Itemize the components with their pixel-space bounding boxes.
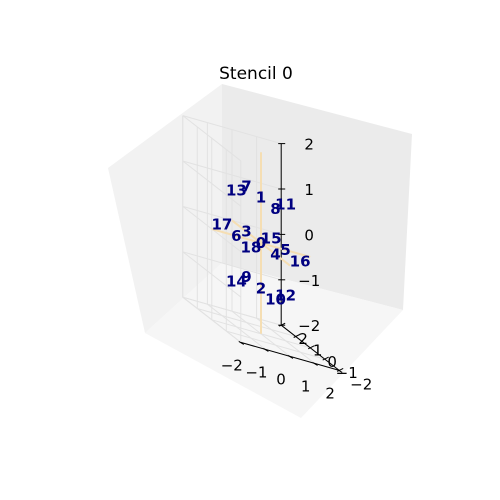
plot-title: Stencil 0 [219,64,293,84]
stencil-point-label-17: 17 [211,216,232,234]
x-tick-mark [263,347,269,352]
x-tick-label: −2 [221,356,243,374]
x-tick-mark [238,340,245,345]
stencil-point-label-4: 4 [270,245,280,263]
stencil-point-label-13: 13 [226,182,247,200]
stencil-point-label-18: 18 [240,238,261,256]
stencil-point-label-10: 10 [265,291,286,309]
y-tick-mark [278,322,286,327]
stencil-point-label-12: 12 [275,286,296,304]
right-grid-line [182,160,282,190]
y-tick-mark [293,334,300,338]
x-tick-label: −1 [245,363,267,381]
stencil-point-label-0: 0 [256,234,266,252]
tick-marks [238,143,344,373]
right-grid-line [182,115,282,145]
floor-grid-line [197,308,296,337]
stencil-point-label-15: 15 [261,230,282,248]
stencil-point-label-7: 7 [241,177,251,195]
stencil-point-label-5: 5 [280,241,290,259]
y-tick-mark [336,367,344,372]
z-tick-label: 1 [304,181,314,199]
stencil-point-label-8: 8 [270,200,280,218]
floor-pane [145,263,403,418]
z-tick-label: −1 [298,272,320,290]
stencil-point-label-14: 14 [226,272,247,290]
stencil-point-label-6: 6 [231,227,241,245]
y-tick-label: −1 [336,364,358,382]
stencil-point-label-16: 16 [290,252,311,270]
left-grid-line [182,160,242,207]
y-tick-label: 1 [313,342,323,360]
x-tick-label: 0 [276,370,286,388]
z-tick-label: −2 [298,317,320,335]
x-tick-mark [312,361,318,366]
floor-grid-line [182,296,282,326]
y-tick-label: 2 [298,330,308,348]
x-tick-label: 1 [301,377,311,395]
y-tick-mark [322,356,329,361]
x-tick-label: 2 [325,384,335,402]
stencil-point-label-11: 11 [275,196,296,214]
x-tick-mark [336,368,343,373]
stencil-point-label-3: 3 [241,223,251,241]
stencil-point-label-2: 2 [256,279,266,297]
stencil-point-label-1: 1 [256,189,266,207]
y-tick-mark [307,345,315,350]
y-tick-label: −2 [350,375,372,393]
left-pane [108,84,222,333]
y-tick-label: 0 [327,353,337,371]
left-grid-line [182,115,242,162]
z-tick-label: 0 [304,226,314,244]
stencil-point-label-9: 9 [241,268,251,286]
z-tick-label: 2 [304,136,314,154]
floor-grid-line [256,317,315,364]
stencil-axis-lines [211,152,311,334]
x-tick-mark [287,354,294,359]
